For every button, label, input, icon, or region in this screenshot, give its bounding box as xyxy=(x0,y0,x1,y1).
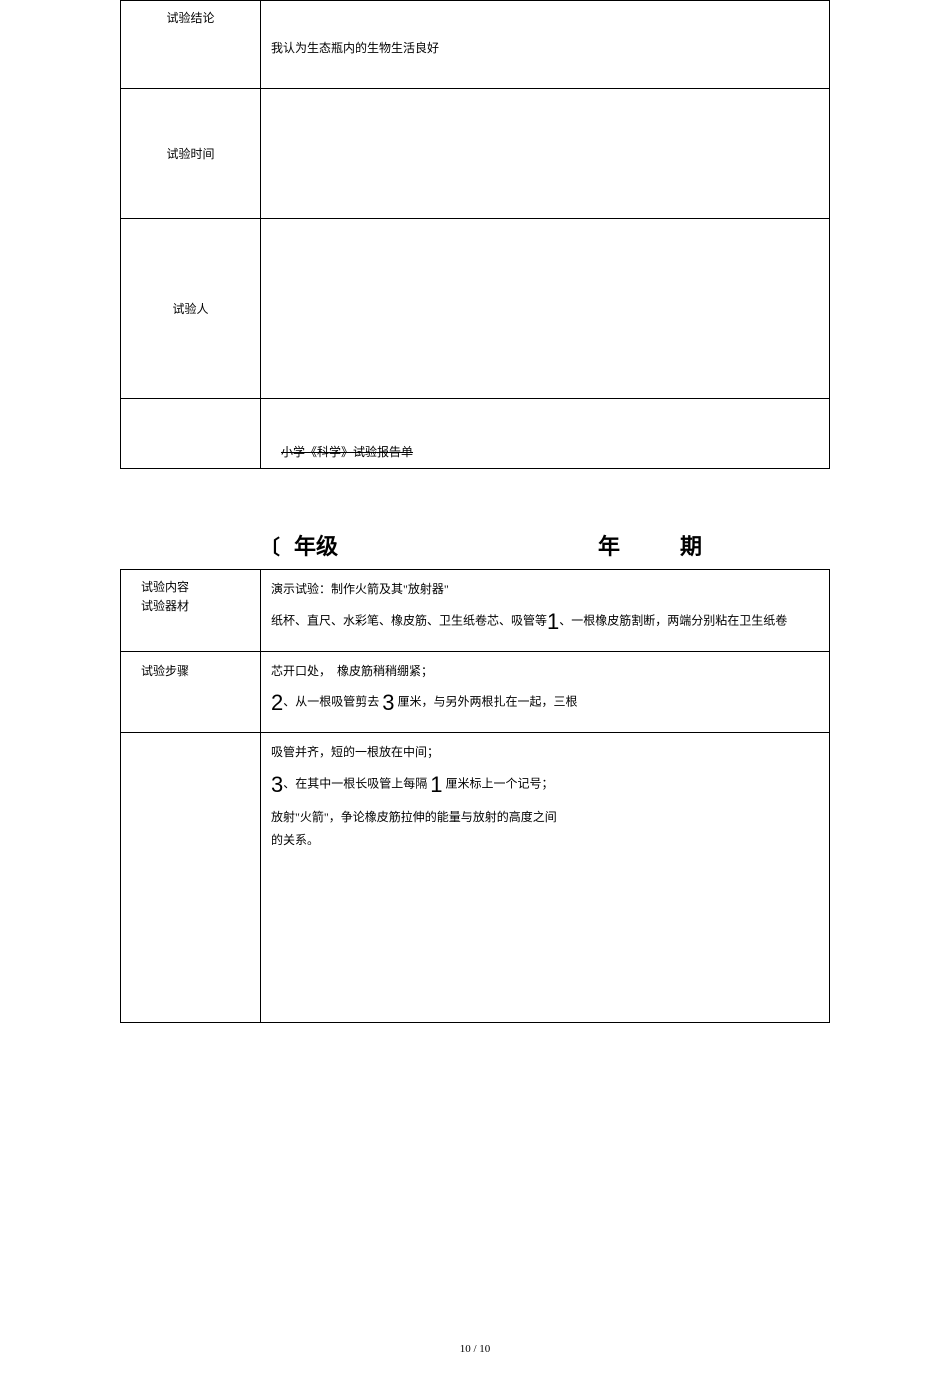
footer-cell: 小学《科学》试验报告单 xyxy=(261,399,830,469)
steps-num3: 3 xyxy=(382,690,394,715)
page-number: 10 / 10 xyxy=(120,1343,830,1355)
steps-cell: 芯开口处， 橡皮筋稍稍绷紧； 2、从一根吸管剪去 3 厘米，与另外两根扎在一起，… xyxy=(261,651,830,733)
experiment-table-2: 试验内容 试验器材 演示试验：制作火箭及其"放射器" 纸杯、直尺、水彩笔、橡皮筋… xyxy=(120,569,830,1023)
content-equipment-cell: 演示试验：制作火箭及其"放射器" 纸杯、直尺、水彩笔、橡皮筋、卫生纸卷芯、吸管等… xyxy=(261,570,830,652)
experiment-table-1: 试验结论 我认为生态瓶内的生物生活良好 试验时间 试验人 小学《科学》试验报告单 xyxy=(120,0,830,469)
equip-num1: 1 xyxy=(547,609,559,634)
person-label: 试验人 xyxy=(121,219,261,399)
person-cell xyxy=(261,219,830,399)
footer-empty xyxy=(121,399,261,469)
extra-text-b: 、在其中一根长吸管上每隔 xyxy=(283,777,427,791)
content-value: 演示试验：制作火箭及其"放射器" xyxy=(271,582,449,596)
steps-text-c: 厘米，与另外两根扎在一起，三根 xyxy=(395,695,578,709)
time-cell xyxy=(261,89,830,219)
extra-num3b: 3 xyxy=(271,772,283,797)
extra-text-d: 放射"火箭"，争论橡皮筋拉伸的能量与放射的高度之间 xyxy=(271,810,557,824)
footer-text: 小学《科学》试验报告单 xyxy=(281,443,413,460)
grade-text: 年级 xyxy=(294,529,338,561)
equip-text-b: 、一根橡皮筋割断，两端分别粘在卫生纸卷 xyxy=(559,613,787,627)
steps-num2: 2 xyxy=(271,690,283,715)
extra-cell: 吸管并齐，短的一根放在中间； 3、在其中一根长吸管上每隔 1 厘米标上一个记号；… xyxy=(261,733,830,1023)
time-label: 试验时间 xyxy=(121,89,261,219)
extra-num1b: 1 xyxy=(430,772,442,797)
conclusion-cell: 我认为生态瓶内的生物生活良好 xyxy=(261,1,830,89)
content-equipment-label: 试验内容 试验器材 xyxy=(121,570,261,652)
conclusion-text: 我认为生态瓶内的生物生活良好 xyxy=(271,9,819,56)
extra-text-a: 吸管并齐，短的一根放在中间； xyxy=(271,745,439,759)
content-label: 试验内容 xyxy=(141,580,189,594)
term-text: 期 xyxy=(680,529,702,561)
extra-label xyxy=(121,733,261,1023)
extra-text-e: 的关系。 xyxy=(271,833,319,847)
grade-line: 〔 年级 年 期 xyxy=(120,529,830,561)
steps-label: 试验步骤 xyxy=(121,651,261,733)
steps-text-b: 、从一根吸管剪去 xyxy=(283,695,379,709)
equipment-label: 试验器材 xyxy=(141,599,189,613)
extra-text-c: 厘米标上一个记号； xyxy=(443,777,554,791)
equip-text-a: 纸杯、直尺、水彩笔、橡皮筋、卫生纸卷芯、吸管等 xyxy=(271,613,547,627)
bracket: 〔 xyxy=(260,531,280,560)
year-text: 年 xyxy=(598,529,620,561)
conclusion-label: 试验结论 xyxy=(121,1,261,89)
steps-text-a: 芯开口处， 橡皮筋稍稍绷紧； xyxy=(271,664,433,678)
